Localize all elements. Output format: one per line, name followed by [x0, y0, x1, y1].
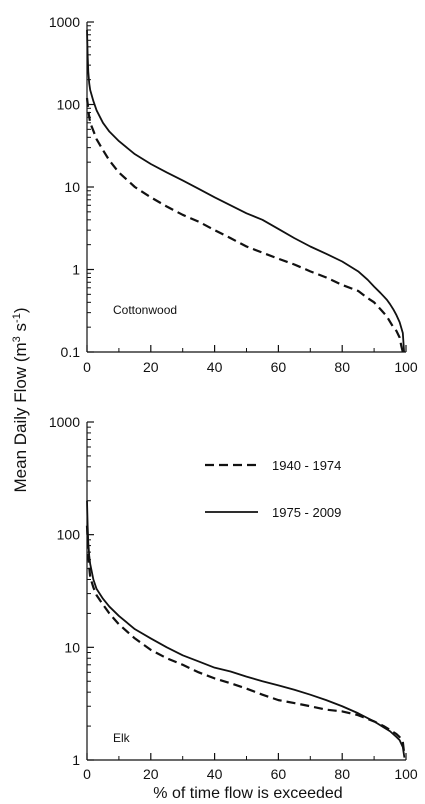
x-tick-label-cottonwood: 20 — [143, 359, 159, 375]
y-axis-label: Mean Daily Flow (m3 s-1) — [11, 307, 30, 492]
y-tick-label-cottonwood: 100 — [57, 97, 81, 113]
y-axis-label-end: ) — [11, 307, 30, 313]
series-line-elk-1940-1974 — [85, 525, 406, 756]
series-line-cottonwood-1940-1974 — [85, 97, 404, 353]
x-tick-label-elk: 80 — [334, 766, 350, 782]
x-tick-label-elk: 60 — [271, 766, 287, 782]
series-group-elk — [85, 500, 406, 758]
x-tick-label-cottonwood: 100 — [394, 359, 418, 375]
axes-elk: 1 10 100 1000 0 20 40 60 80 100 — [49, 414, 418, 782]
x-tick-label-cottonwood: 60 — [271, 359, 287, 375]
y-axis-label-main: Mean Daily Flow (m — [11, 342, 30, 492]
legend: 1940 - 1974 1975 - 2009 — [205, 458, 341, 520]
x-axis-label: % of time flow is exceeded — [153, 785, 342, 802]
series-line-cottonwood-1975-2009 — [86, 29, 405, 353]
chart-panel-elk: 1 10 100 1000 0 20 40 60 80 100 Elk 1940 - 1974 1… — [49, 414, 418, 782]
x-tick-label-elk: 0 — [83, 766, 91, 782]
y-axis-label-superscript-2: -1 — [11, 313, 23, 323]
y-tick-label-elk: 1000 — [49, 414, 80, 430]
x-tick-label-cottonwood: 0 — [83, 359, 91, 375]
y-tick-label-elk: 100 — [57, 527, 81, 543]
axes-cottonwood: 0.1 1 10 100 1000 0 20 40 60 80 100 — [49, 14, 418, 375]
y-tick-label-cottonwood: 0.1 — [61, 344, 81, 360]
x-tick-label-cottonwood: 80 — [334, 359, 350, 375]
legend-label-1940-1974: 1940 - 1974 — [272, 458, 341, 473]
panel-annotation-elk: Elk — [113, 731, 131, 745]
chart-panel-cottonwood: 0.1 1 10 100 1000 0 20 40 60 80 100 Cottonwood — [49, 14, 418, 375]
y-axis-label-superscript-1: 3 — [11, 336, 23, 342]
x-tick-label-cottonwood: 40 — [207, 359, 223, 375]
series-group-cottonwood — [85, 29, 405, 353]
y-tick-label-elk: 10 — [64, 639, 80, 655]
y-tick-label-cottonwood: 10 — [64, 179, 80, 195]
y-tick-label-cottonwood: 1000 — [49, 14, 80, 30]
panel-annotation-cottonwood: Cottonwood — [113, 303, 177, 317]
y-tick-label-elk: 1 — [72, 752, 80, 768]
x-tick-label-elk: 20 — [143, 766, 159, 782]
x-tick-label-elk: 100 — [394, 766, 418, 782]
y-tick-label-cottonwood: 1 — [72, 262, 80, 278]
legend-label-1975-2009: 1975 - 2009 — [272, 505, 341, 520]
x-tick-label-elk: 40 — [207, 766, 223, 782]
series-line-elk-1975-2009 — [86, 500, 406, 758]
y-axis-label-mid: s — [11, 323, 30, 336]
